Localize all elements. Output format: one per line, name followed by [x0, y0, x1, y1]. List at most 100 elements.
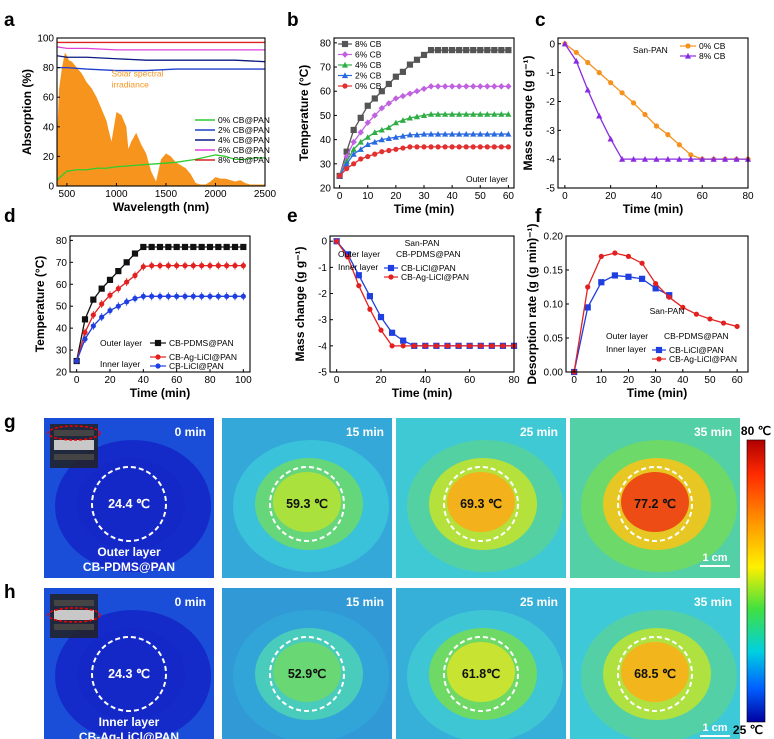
data-point-d-0-14: [190, 243, 197, 251]
x-tick-label-b-2: 20: [390, 191, 402, 202]
data-point-b-3-3: [357, 146, 364, 152]
data-point-b-1-19: [470, 83, 477, 90]
thermal-hot-spot: [273, 472, 341, 532]
data-point-b-4-7: [386, 147, 392, 154]
annotation-b: Outer layer: [466, 174, 508, 184]
data-point-c-0-4: [608, 80, 614, 86]
data-point-c-1-1: [573, 57, 580, 64]
y-tick-label-b-5: 70: [320, 63, 332, 74]
data-point-b-4-20: [477, 144, 483, 150]
sample-layer-middle: [54, 610, 94, 620]
data-point-e-1-5: [389, 343, 395, 349]
frame-time-label: 15 min: [346, 595, 384, 609]
plot-frame-a: [56, 37, 266, 187]
data-point-d-0-11: [165, 243, 172, 251]
x-tick-label-b-6: 60: [503, 191, 515, 202]
data-point-b-1-21: [484, 83, 491, 90]
data-point-f-0-6: [652, 285, 659, 292]
thermal-hot-spot: [621, 642, 689, 702]
thermal-frame-h-1: 15 min 52.9℃: [222, 588, 392, 739]
data-point-c-0-2: [585, 59, 591, 66]
data-point-b-3-23: [498, 130, 505, 137]
data-point-b-1-9: [399, 92, 407, 100]
series-line-a-1: [57, 66, 265, 72]
data-point-d-0-7: [131, 250, 139, 257]
data-point-b-3-7: [385, 135, 392, 142]
data-point-d-0-12: [173, 243, 180, 251]
data-point-b-0-13: [427, 46, 435, 54]
x-tick-label-f-0: 0: [571, 375, 577, 386]
data-point-c-1-11: [687, 156, 694, 162]
data-point-f-1-12: [734, 323, 740, 330]
legend-outer-name-f: CB-PDMS@PAN: [664, 331, 729, 341]
sample-layer-bottom: [54, 454, 94, 460]
x-tick-label-a-1: 1000: [105, 189, 128, 200]
chart-panel-a: a 500 1000 1500 2000 2500 0 20 40 60 80 100 Waveleng…: [4, 10, 277, 214]
y-tick-label-d-3: 50: [56, 302, 68, 313]
data-point-b-2-14: [434, 111, 442, 117]
y-tick-label-e-3: -3: [318, 315, 327, 326]
data-point-b-0-4: [364, 102, 371, 109]
x-tick-label-f-1: 10: [596, 375, 608, 386]
x-axis-label-f: Time (min): [627, 386, 687, 400]
data-point-b-1-11: [413, 88, 421, 95]
legend-label-a-4: 8% CB@PAN: [218, 155, 270, 165]
legend-label-b-0: 8% CB: [355, 39, 382, 49]
data-point-f-1-7: [666, 294, 672, 300]
legend-group-outer-d: Outer layer: [100, 338, 142, 348]
legend-marker-f-0: [655, 346, 663, 354]
x-tick-label-b-1: 10: [362, 191, 374, 202]
data-point-c-1-13: [710, 156, 717, 162]
legend-group-inner-f: Inner layer: [606, 344, 646, 354]
y-tick-label-d-5: 70: [56, 258, 68, 269]
legend-label-e-0: CB-LiCl@PAN: [401, 263, 456, 273]
thermal-hot-spot: [447, 472, 515, 532]
data-point-e-1-13: [478, 343, 484, 349]
data-point-c-1-5: [618, 156, 626, 162]
y-tick-label-b-0: 20: [320, 184, 332, 195]
data-point-c-0-11: [688, 152, 694, 158]
x-tick-label-d-0: 0: [74, 375, 80, 386]
data-point-d-0-2: [90, 296, 97, 303]
series-line-a-2: [56, 55, 266, 63]
data-point-e-0-6: [400, 337, 407, 344]
data-point-b-1-22: [491, 83, 498, 90]
panel-letter-d: d: [4, 206, 16, 227]
data-point-d-0-20: [240, 243, 247, 251]
data-point-c-0-5: [619, 90, 625, 96]
caption-line-1: Inner layer: [99, 715, 160, 729]
data-point-b-4-19: [470, 144, 476, 150]
data-point-e-1-14: [489, 343, 495, 349]
y-tick-label-b-6: 80: [320, 38, 332, 49]
legend-label-b-2: 4% CB: [355, 60, 382, 70]
legend-marker-e-1: [388, 274, 394, 280]
panel-letter-h: h: [4, 582, 16, 603]
x-tick-label-f-4: 40: [677, 375, 689, 386]
data-point-b-3-5: [371, 138, 378, 145]
data-point-b-4-12: [421, 144, 427, 150]
dashed-region-circle: [617, 636, 693, 712]
legend-label-c-1: 8% CB: [699, 51, 726, 61]
data-point-f-1-8: [680, 304, 686, 310]
legend-marker-f-1: [656, 356, 662, 362]
data-point-b-0-22: [491, 46, 498, 54]
data-point-c-0-9: [665, 132, 671, 138]
y-tick-label-a-5: 100: [37, 34, 54, 45]
data-point-b-0-17: [456, 46, 463, 54]
data-point-c-1-4: [607, 135, 614, 142]
data-point-e-1-7: [411, 343, 417, 349]
frame-time-label: 25 min: [520, 425, 558, 439]
data-point-b-3-14: [434, 130, 442, 137]
series-line-b-4: [339, 146, 509, 177]
data-point-c-1-9: [664, 156, 671, 162]
thermal-hot-spot: [621, 472, 689, 532]
data-point-c-1-8: [653, 156, 660, 162]
y-tick-label-d-2: 40: [56, 324, 68, 335]
data-point-b-4-24: [505, 144, 511, 150]
x-tick-label-a-2: 1500: [155, 189, 178, 200]
data-point-d-0-9: [148, 243, 155, 251]
legend-label-b-1: 6% CB: [355, 50, 382, 60]
plot-frame-c: [557, 37, 749, 189]
caption-line-2: CB-PDMS@PAN: [83, 560, 175, 574]
